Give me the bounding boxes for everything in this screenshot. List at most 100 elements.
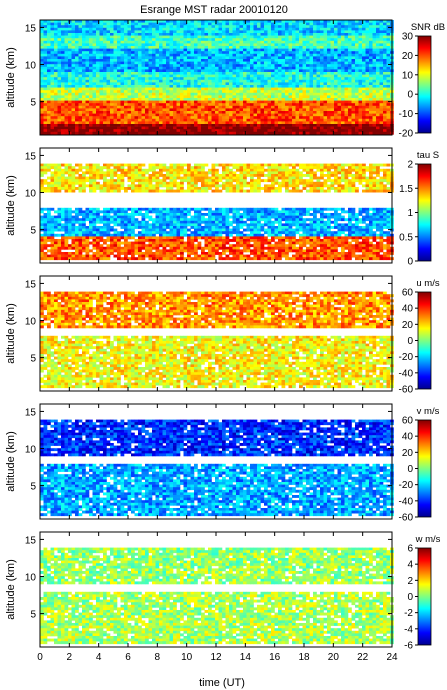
heatmap-cell <box>253 69 258 73</box>
heatmap-cell <box>295 51 300 55</box>
heatmap-cell <box>75 113 79 117</box>
heatmap-cell <box>68 51 72 55</box>
heatmap-cell <box>96 126 100 130</box>
heatmap-cell <box>190 131 195 135</box>
heatmap-cell <box>334 72 338 75</box>
heatmap-cell <box>106 82 111 86</box>
heatmap-cell <box>306 79 310 83</box>
heatmap-cell <box>267 25 272 29</box>
heatmap-cell <box>320 171 324 175</box>
heatmap-cell <box>386 64 391 68</box>
heatmap-cell <box>239 46 244 49</box>
heatmap-cell <box>40 33 44 36</box>
heatmap-cell <box>180 111 184 114</box>
heatmap-cell <box>330 126 335 130</box>
heatmap-cell <box>264 61 268 65</box>
heatmap-cell <box>253 85 258 88</box>
heatmap-cell <box>64 121 69 125</box>
heatmap-cell <box>103 124 107 127</box>
heatmap-cell <box>159 48 163 52</box>
heatmap-cell <box>369 53 373 57</box>
heatmap-cell <box>243 79 247 83</box>
heatmap-cell <box>138 20 142 23</box>
heatmap-cell <box>211 48 216 52</box>
heatmap-cell <box>89 46 93 49</box>
heatmap-cell <box>376 95 380 99</box>
heatmap-cell <box>236 35 240 39</box>
heatmap-cell <box>190 69 195 73</box>
heatmap-cell <box>215 51 219 55</box>
heatmap-cell <box>187 100 191 104</box>
heatmap-cell <box>183 40 188 44</box>
heatmap-cell <box>85 90 90 94</box>
heatmap-cell <box>229 22 233 26</box>
heatmap-cell <box>351 43 356 47</box>
heatmap-cell <box>386 171 391 175</box>
heatmap-cell <box>295 111 300 114</box>
heatmap-cell <box>299 35 303 39</box>
heatmap-cell <box>71 105 76 109</box>
heatmap-cell <box>281 163 286 167</box>
heatmap-cell <box>124 79 128 83</box>
heatmap-cell <box>271 174 275 177</box>
heatmap-cell <box>43 87 48 91</box>
heatmap-cell <box>295 59 300 62</box>
heatmap-cell <box>379 82 384 86</box>
heatmap-cell <box>278 43 282 47</box>
heatmap-cell <box>117 69 121 73</box>
heatmap-cell <box>355 85 359 88</box>
heatmap-cell <box>292 72 296 75</box>
heatmap-cell <box>208 124 212 127</box>
heatmap-cell <box>145 53 149 57</box>
heatmap-cell <box>211 69 216 73</box>
heatmap-cell <box>96 61 100 65</box>
heatmap-cell <box>334 108 338 112</box>
heatmap-cell <box>169 56 174 60</box>
heatmap-cell <box>222 64 226 68</box>
heatmap-cell <box>365 87 370 91</box>
heatmap-cell <box>148 69 153 73</box>
heatmap-cell <box>176 116 181 120</box>
heatmap-cell <box>124 171 128 175</box>
heatmap-cell <box>348 124 352 127</box>
heatmap-cell <box>292 126 296 130</box>
heatmap-cell <box>159 22 163 26</box>
heatmap-cell <box>383 79 387 83</box>
heatmap-cell <box>337 69 342 73</box>
heatmap-cell <box>341 113 345 117</box>
heatmap-cell <box>85 126 90 130</box>
heatmap-cell <box>110 66 114 70</box>
heatmap-cell <box>148 90 153 94</box>
heatmap-cell <box>344 69 349 73</box>
heatmap-cell <box>131 27 135 31</box>
heatmap-cell <box>99 64 104 68</box>
heatmap-cell <box>369 171 373 175</box>
heatmap-cell <box>82 69 86 73</box>
heatmap-cell <box>120 35 125 39</box>
heatmap-cell <box>197 98 202 101</box>
heatmap-cell <box>75 77 79 81</box>
heatmap-cell <box>64 30 69 34</box>
heatmap-cell <box>190 56 195 60</box>
heatmap-cell <box>110 131 114 135</box>
heatmap-cell <box>71 46 76 49</box>
heatmap-cell <box>236 40 240 44</box>
heatmap-cell <box>103 108 107 112</box>
heatmap-cell <box>117 95 121 99</box>
heatmap-cell <box>379 30 384 34</box>
heatmap-cell <box>323 56 328 60</box>
heatmap-cell <box>194 118 198 122</box>
heatmap-cell <box>54 46 58 49</box>
heatmap-cell <box>78 77 83 81</box>
heatmap-cell <box>40 72 44 75</box>
heatmap-cell <box>99 129 104 133</box>
heatmap-cell <box>166 43 170 47</box>
heatmap-cell <box>68 72 72 75</box>
heatmap-cell <box>173 92 177 96</box>
heatmap-cell <box>292 30 296 34</box>
heatmap-cell <box>257 85 261 88</box>
heatmap-cell <box>113 59 118 62</box>
heatmap-cell <box>260 25 265 29</box>
heatmap-cell <box>348 35 352 39</box>
heatmap-cell <box>267 100 272 104</box>
